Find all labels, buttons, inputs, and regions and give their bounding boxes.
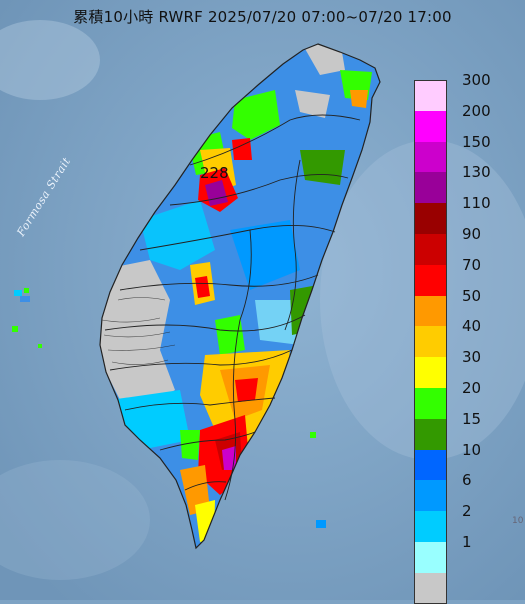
cloud-texture <box>0 460 150 580</box>
legend-entry: 50 <box>412 287 522 327</box>
offshore-islands <box>12 288 326 528</box>
legend-entry: 300 <box>412 71 522 111</box>
legend-entry: 2 <box>412 502 522 542</box>
river-lines <box>101 297 176 365</box>
legend-swatch <box>414 141 447 173</box>
legend-label: 10 <box>462 440 482 459</box>
legend-swatch <box>414 264 447 296</box>
island-outline <box>99 43 381 550</box>
legend-swatch <box>414 449 447 481</box>
legend-swatch <box>414 480 447 512</box>
legend-label: 6 <box>462 471 472 490</box>
legend-swatch <box>414 418 447 450</box>
legend-label: 200 <box>462 101 491 120</box>
legend-entry: 110 <box>412 194 522 234</box>
edge-label: 10 <box>512 516 524 526</box>
legend-label: 20 <box>462 379 482 397</box>
legend-entry: 130 <box>412 163 522 204</box>
legend-label: 90 <box>462 225 482 243</box>
legend-entry: 10 <box>412 441 522 481</box>
legend-swatch <box>414 572 447 604</box>
legend-swatch <box>414 388 447 419</box>
max-rainfall-label: 228 <box>200 164 229 182</box>
legend-label: 110 <box>462 194 491 213</box>
legend-swatch <box>414 80 447 111</box>
legend-label: 40 <box>462 317 482 336</box>
legend-label: 130 <box>462 163 491 182</box>
legend-swatch <box>414 295 447 327</box>
legend-swatch <box>414 203 447 234</box>
legend-swatch <box>414 110 447 142</box>
legend-swatch <box>414 234 447 265</box>
legend-entry: 40 <box>412 317 522 358</box>
legend-entry: 15 <box>412 410 522 450</box>
legend-label: 150 <box>462 132 491 151</box>
legend-entry: 30 <box>412 348 522 388</box>
legend-entry: 90 <box>412 225 522 265</box>
legend-entry: 70 <box>412 256 522 296</box>
county-boundaries <box>104 114 361 501</box>
legend-label: 1 <box>462 533 472 551</box>
cloud-texture <box>0 20 100 100</box>
legend-entry: 200 <box>412 102 522 142</box>
legend-label: 300 <box>462 71 491 89</box>
legend-label: 2 <box>462 502 472 521</box>
legend-entry: 20 <box>412 379 522 419</box>
legend-entry: 1 <box>412 533 522 573</box>
legend-entry <box>412 572 522 604</box>
map-title: 累積10小時 RWRF 2025/07/20 07:00~07/20 17:00 <box>73 8 452 26</box>
legend-swatch <box>414 511 447 542</box>
legend-swatch <box>414 172 447 204</box>
rainfall-legend: 300 200 150 130 110 90 70 50 40 30 20 15 10 6 2 1 <box>412 71 522 604</box>
legend-entry: 6 <box>412 471 522 512</box>
legend-swatch <box>414 326 447 358</box>
legend-label: 50 <box>462 286 482 305</box>
legend-swatch <box>414 357 447 388</box>
legend-entry: 150 <box>412 133 522 173</box>
legend-swatch <box>414 542 447 573</box>
legend-label: 15 <box>462 409 482 428</box>
legend-label: 30 <box>462 348 482 367</box>
legend-label: 70 <box>462 255 482 274</box>
